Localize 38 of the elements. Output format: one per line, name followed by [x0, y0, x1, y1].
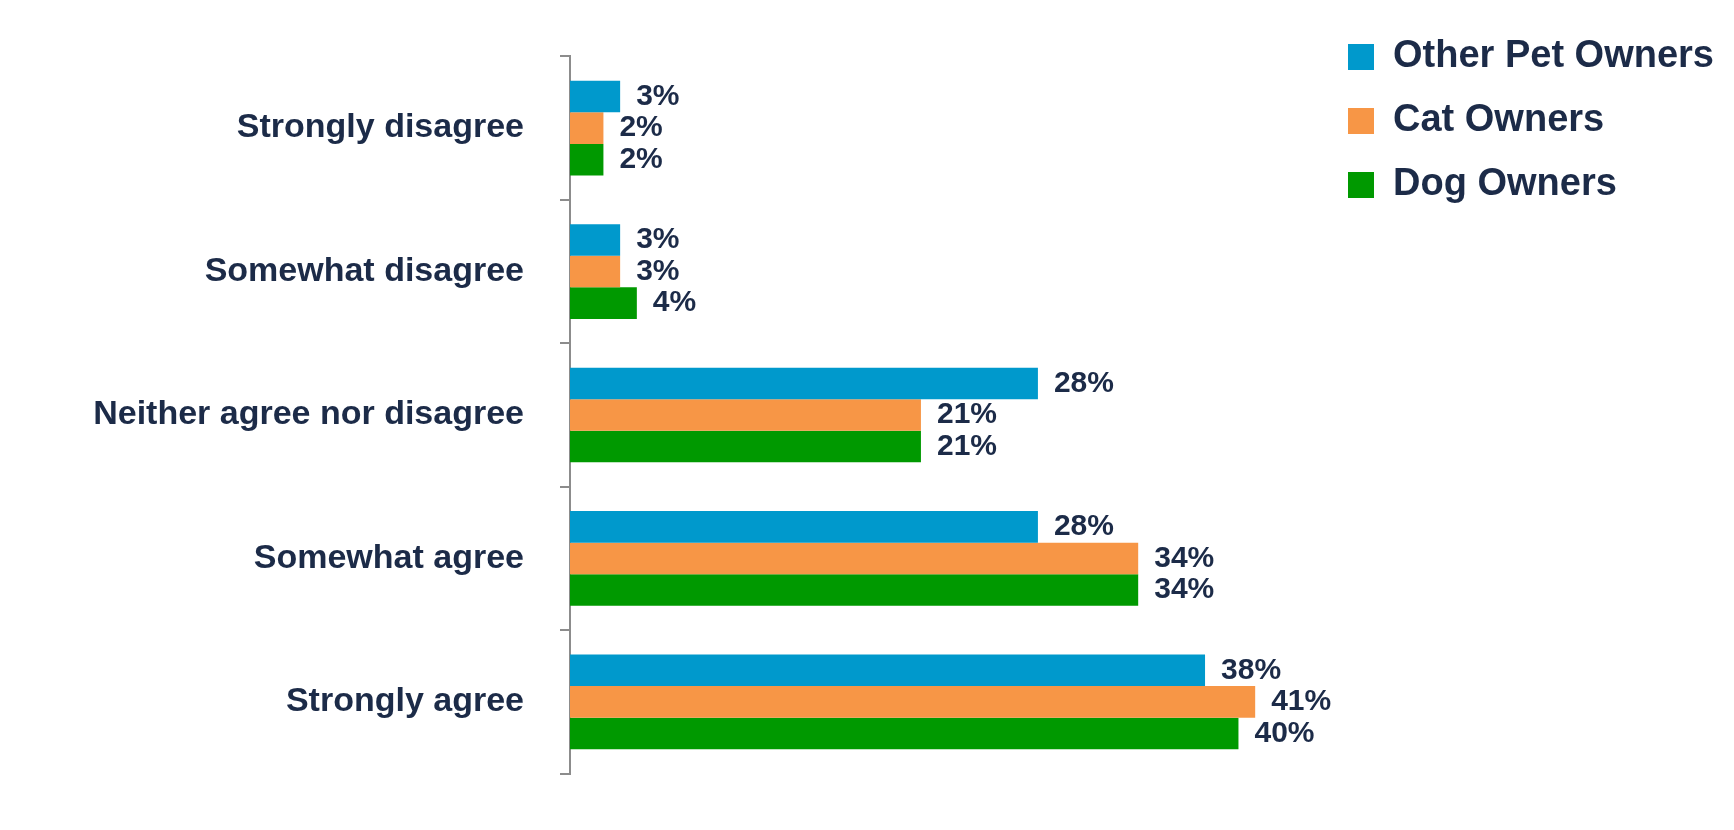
bar — [570, 430, 921, 463]
data-label: 34% — [1154, 571, 1215, 605]
data-label: 40% — [1254, 714, 1315, 748]
data-label: 3% — [636, 221, 680, 255]
bar — [570, 80, 621, 113]
data-label: 21% — [936, 396, 997, 430]
data-label: 4% — [652, 284, 697, 318]
bar — [570, 255, 621, 288]
y-tick-label: Somewhat agree — [253, 536, 524, 575]
y-tick-label: Strongly disagree — [236, 106, 524, 145]
data-label: 41% — [1271, 683, 1332, 717]
bar — [570, 654, 1206, 687]
bar — [570, 511, 1038, 543]
legend-label: Dog Owners — [1393, 161, 1617, 204]
data-label: 21% — [936, 427, 997, 461]
bar — [570, 143, 604, 176]
data-label: 28% — [1053, 364, 1114, 398]
data-label: 2% — [619, 109, 663, 143]
data-label: 38% — [1221, 651, 1282, 685]
data-label: 34% — [1154, 539, 1215, 573]
bar — [570, 399, 921, 431]
data-label: 28% — [1053, 508, 1114, 542]
bar — [570, 367, 1038, 400]
y-tick-label: Somewhat disagree — [204, 249, 524, 288]
legend-label: Other Pet Owners — [1393, 33, 1715, 76]
bar — [570, 287, 637, 319]
y-tick-label: Neither agree nor disagree — [93, 393, 524, 432]
bar — [570, 574, 1139, 606]
data-label: 3% — [636, 77, 680, 111]
bar — [570, 686, 1256, 718]
data-label: 3% — [636, 252, 680, 286]
bar — [570, 224, 621, 256]
y-tick-label: Strongly agree — [285, 680, 524, 719]
bar — [570, 542, 1139, 575]
bar — [570, 112, 604, 144]
bar — [570, 717, 1239, 750]
data-label: 2% — [619, 140, 663, 174]
legend-label: Cat Owners — [1393, 97, 1605, 140]
